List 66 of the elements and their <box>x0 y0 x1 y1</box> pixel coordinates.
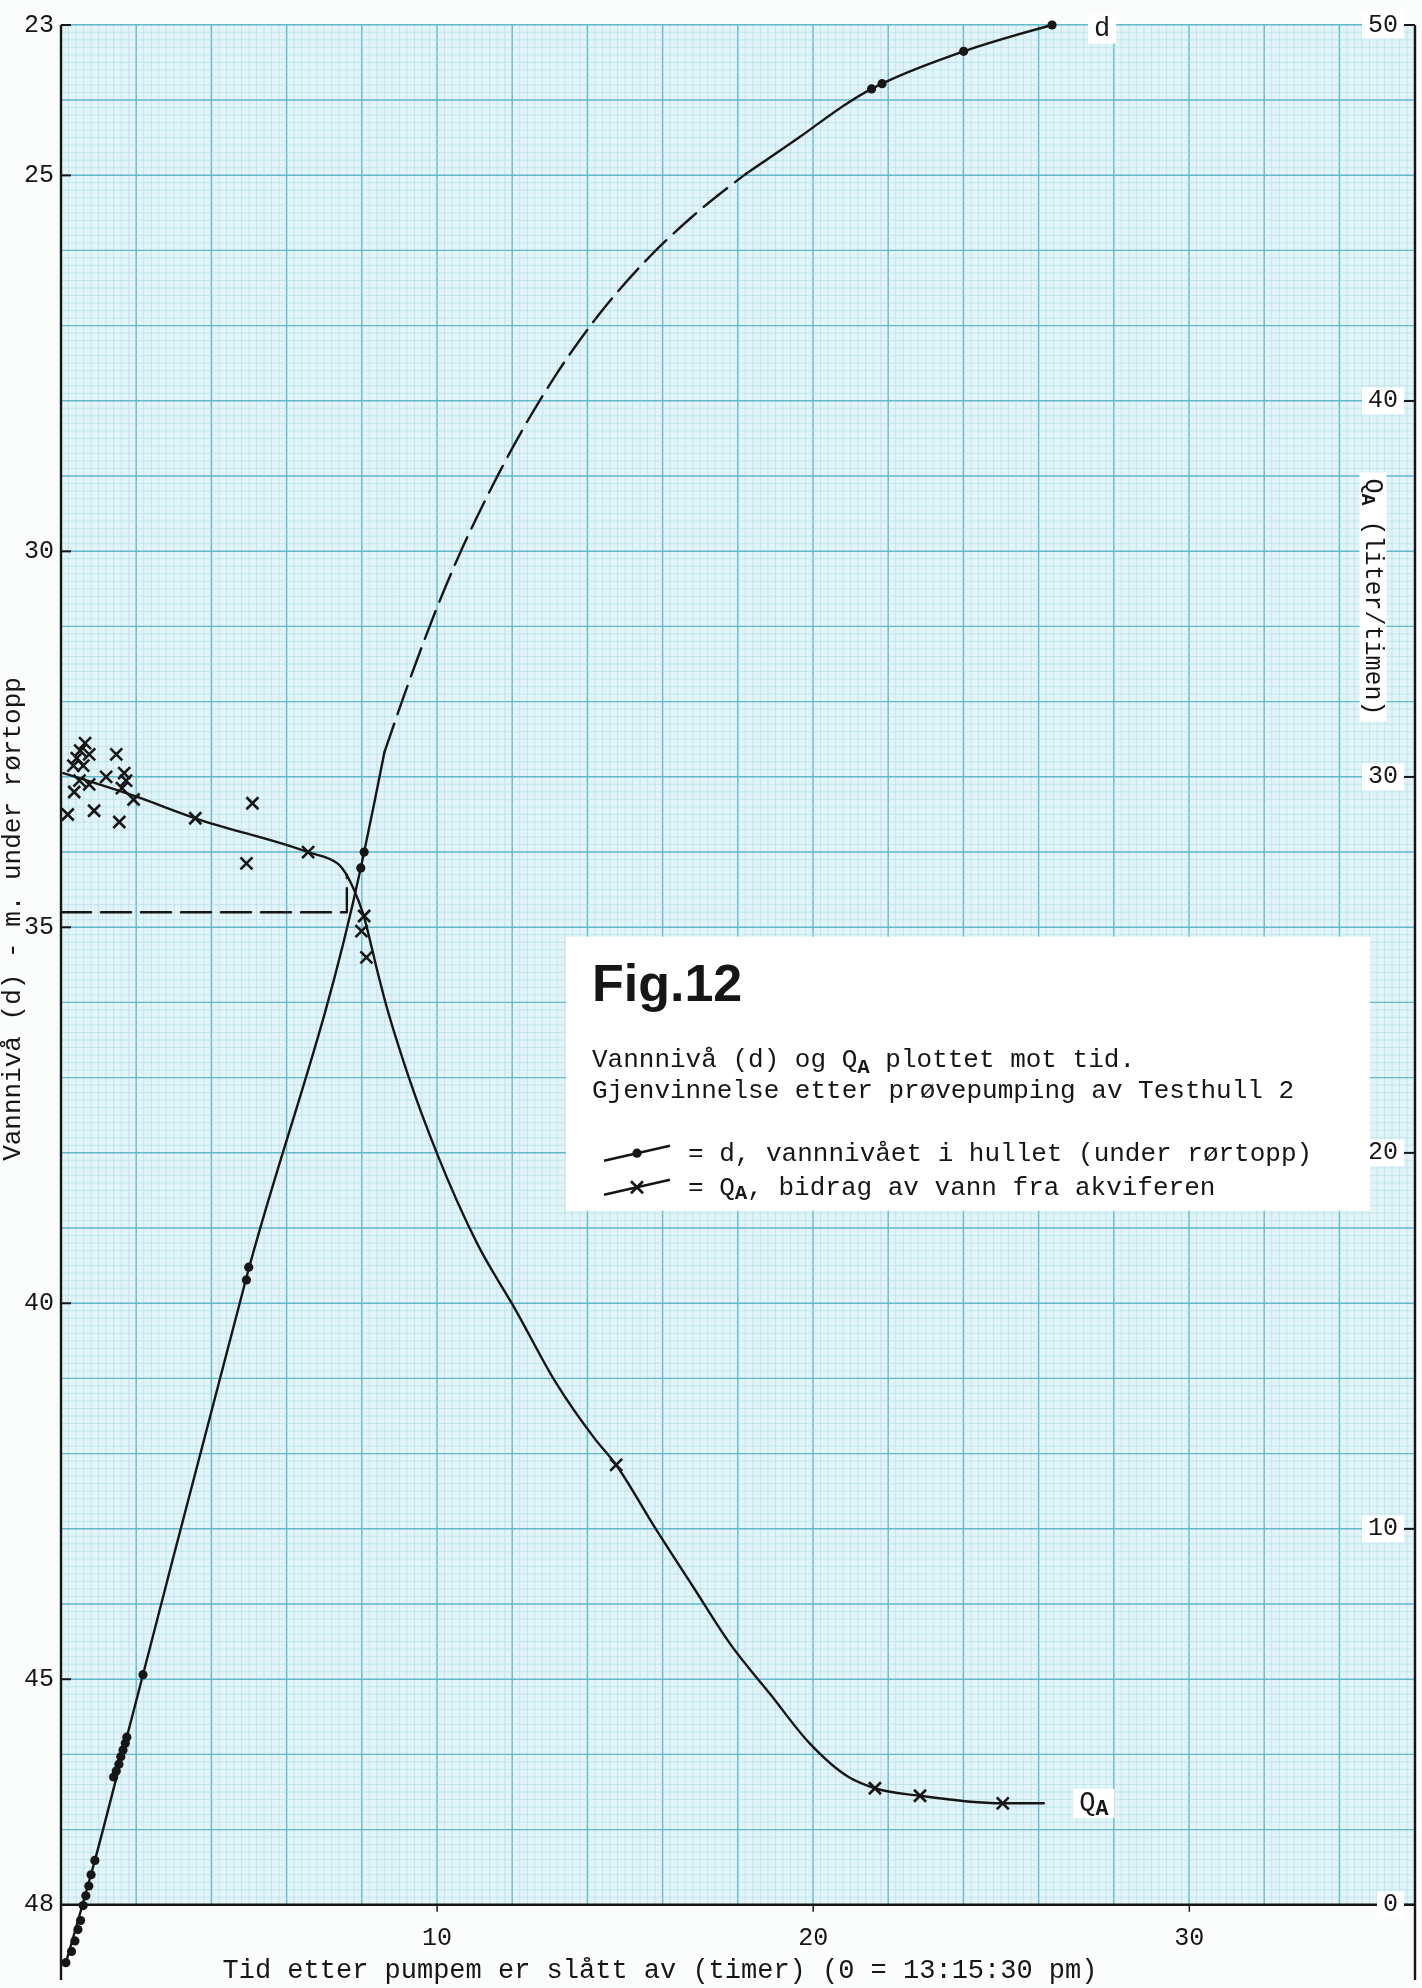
point <box>138 1670 148 1680</box>
point <box>84 1881 94 1891</box>
point <box>118 773 134 788</box>
point <box>66 784 82 800</box>
annotation: d <box>1093 14 1111 44</box>
point <box>90 1855 100 1866</box>
point <box>78 1900 88 1911</box>
x-tick-label: 20 <box>798 1924 829 1954</box>
y2-tick-label: 0 <box>1382 1890 1398 1920</box>
y-tick-label: 45 <box>23 1664 54 1694</box>
y2-tick-label: 10 <box>1367 1514 1398 1544</box>
point <box>73 1925 83 1935</box>
point <box>241 1275 252 1285</box>
point <box>126 792 141 807</box>
point <box>116 765 132 781</box>
point <box>608 1457 624 1473</box>
x-axis-title: Tid etter pumpem er slått av (timer) (0 = 13:15:30 pm) <box>222 1956 1098 1986</box>
point <box>112 814 127 830</box>
annotation: Q$_{A}$ <box>1079 1788 1109 1822</box>
point <box>75 1916 86 1926</box>
point <box>354 923 369 939</box>
legend-label: = d, vannnivået i hullet (under rørtopp) <box>688 1138 1313 1169</box>
point <box>70 1936 80 1946</box>
point <box>114 1759 124 1769</box>
y2-tick-label: 20 <box>1367 1138 1398 1168</box>
point <box>245 795 260 811</box>
point <box>356 908 372 924</box>
text: Vannnivå (d) og Q$_{A}$ plottet mot tid. Gjenvinnelse etter prøvepumping av Testhull 2 <box>592 1044 1295 1106</box>
point <box>866 84 877 94</box>
point <box>359 950 374 965</box>
point <box>359 847 369 857</box>
y-tick-label: 40 <box>23 1288 54 1318</box>
point <box>114 780 130 796</box>
legend-label: = Q$_{A}$, bidrag av vann fra akviferen <box>688 1172 1216 1206</box>
point <box>912 1788 928 1804</box>
point <box>66 1946 77 1957</box>
point <box>244 1262 254 1272</box>
point <box>72 743 88 758</box>
point <box>1047 20 1057 30</box>
y-tick-label: 25 <box>23 160 54 190</box>
point <box>995 1796 1011 1811</box>
point <box>867 1780 883 1796</box>
point <box>60 807 76 822</box>
point <box>108 747 124 762</box>
point <box>959 46 969 56</box>
point <box>877 79 887 89</box>
point <box>356 863 366 873</box>
point <box>86 803 102 819</box>
point <box>239 856 254 871</box>
x-tick-label: 10 <box>422 1924 453 1954</box>
y2-tick-label: 30 <box>1367 762 1398 792</box>
x-tick-label: 30 <box>1174 1924 1205 1954</box>
y-tick-label: 30 <box>23 536 54 566</box>
point <box>77 735 93 751</box>
point <box>81 1891 91 1901</box>
y2-tick-label: 40 <box>1367 386 1398 416</box>
text: Fig.12 <box>592 953 743 1012</box>
point <box>122 1732 132 1742</box>
y-tick-label: 48 <box>23 1890 54 1920</box>
point <box>86 1870 96 1880</box>
point <box>61 1958 71 1968</box>
y2-tick-label: 50 <box>1367 10 1398 40</box>
point <box>98 769 114 785</box>
point <box>300 844 316 860</box>
y-tick-label: 23 <box>23 10 54 40</box>
point <box>187 810 203 826</box>
